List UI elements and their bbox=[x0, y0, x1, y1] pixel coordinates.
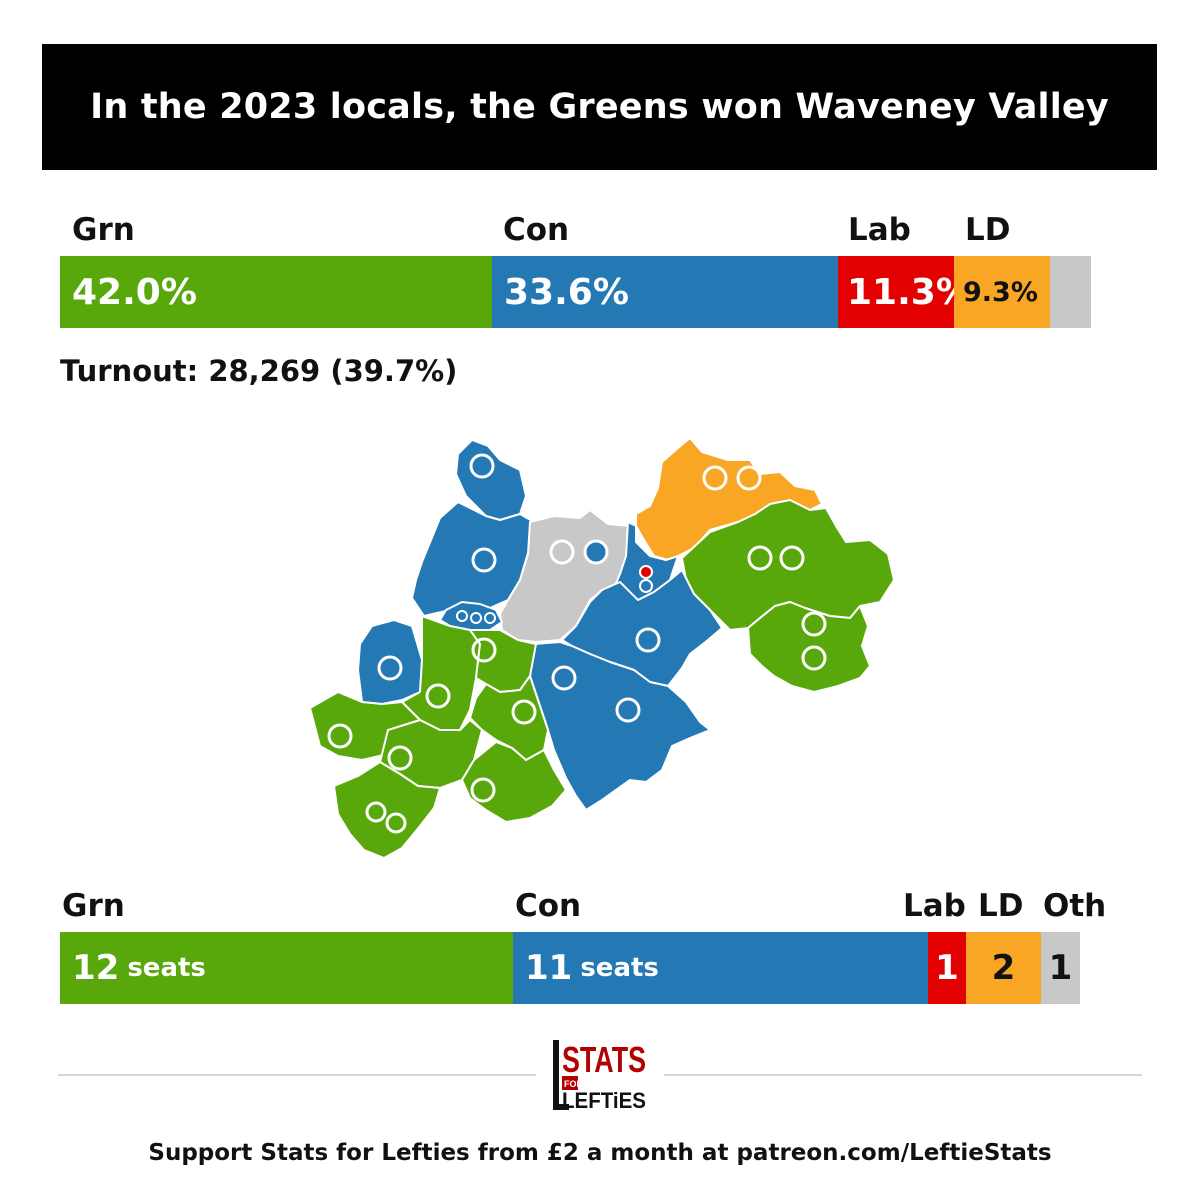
seat-circle bbox=[365, 801, 387, 823]
vote-label-grn: Grn bbox=[72, 212, 135, 248]
vote-label-ld: LD bbox=[965, 212, 1011, 248]
seat-circle-small bbox=[470, 612, 482, 624]
seat-value-grn: 12 bbox=[72, 948, 120, 988]
title-banner: In the 2023 locals, the Greens won Waven… bbox=[42, 44, 1157, 170]
vote-value-con: 33.6% bbox=[504, 271, 629, 313]
vote-value-lab: 11.3% bbox=[847, 271, 972, 313]
seats-party-labels: Grn Con Lab LD Oth bbox=[60, 888, 1106, 932]
ward-grn-s2 bbox=[333, 761, 441, 859]
seat-circle bbox=[471, 547, 497, 573]
stats-for-lefties-logo: STATS FOR LEFTiES bbox=[553, 1039, 646, 1112]
seat-circle bbox=[779, 545, 805, 571]
vote-segment-oth bbox=[1050, 256, 1091, 328]
logo-for-text: FOR bbox=[564, 1079, 583, 1089]
vote-share-bar: 42.0% 33.6% 11.3% 9.3% bbox=[60, 256, 1091, 328]
seat-circle-small bbox=[456, 610, 468, 622]
ward-grn-east bbox=[681, 499, 895, 631]
seat-label-con: Con bbox=[515, 888, 582, 924]
seat-circle bbox=[549, 539, 575, 565]
ward-con-west bbox=[357, 619, 423, 705]
seat-label-ld: LD bbox=[978, 888, 1024, 924]
seat-circle bbox=[377, 655, 403, 681]
seat-circle bbox=[801, 611, 827, 637]
vote-share-chart: Grn Con Lab LD 42.0% 33.6% 11.3% 9.3% bbox=[60, 212, 1091, 328]
seat-circle bbox=[387, 745, 413, 771]
seat-segment-ld: 2 bbox=[966, 932, 1041, 1004]
seat-value-oth: 1 bbox=[1048, 948, 1073, 988]
vote-share-party-labels: Grn Con Lab LD bbox=[60, 212, 1091, 256]
vote-value-grn: 42.0% bbox=[72, 271, 197, 313]
vote-segment-lab: 11.3% bbox=[838, 256, 972, 328]
seat-circle bbox=[747, 545, 773, 571]
seat-unit-grn: seats bbox=[127, 953, 206, 983]
seat-circle bbox=[385, 812, 407, 834]
seat-segment-lab: 1 bbox=[928, 932, 966, 1004]
vote-label-lab: Lab bbox=[848, 212, 911, 248]
ward-con-south bbox=[529, 641, 711, 811]
seat-circle bbox=[327, 723, 353, 749]
seat-label-oth: Oth bbox=[1043, 888, 1107, 924]
seat-label-grn: Grn bbox=[62, 888, 125, 924]
seats-bar: 12 seats 11 seats 1 2 1 bbox=[60, 932, 1080, 1004]
page-title: In the 2023 locals, the Greens won Waven… bbox=[90, 87, 1109, 127]
footer-divider-left bbox=[58, 1074, 536, 1076]
seat-circle bbox=[801, 645, 827, 671]
seat-circle bbox=[736, 465, 762, 491]
seat-segment-grn: 12 seats bbox=[60, 932, 513, 1004]
seat-circle-lab bbox=[639, 565, 653, 579]
seat-circle bbox=[551, 665, 577, 691]
vote-segment-grn: 42.0% bbox=[60, 256, 492, 328]
seat-circle bbox=[425, 683, 451, 709]
seat-circle bbox=[635, 627, 661, 653]
seat-segment-oth: 1 bbox=[1041, 932, 1080, 1004]
support-footer-text: Support Stats for Lefties from £2 a mont… bbox=[148, 1140, 1052, 1166]
logo-stats-text: STATS bbox=[562, 1039, 646, 1080]
seats-chart: Grn Con Lab LD Oth 12 seats 11 seats 1 2… bbox=[60, 888, 1106, 1004]
seat-circle bbox=[469, 453, 495, 479]
vote-value-ld: 9.3% bbox=[963, 276, 1038, 308]
seat-circle bbox=[511, 699, 537, 725]
seat-label-lab: Lab bbox=[903, 888, 966, 924]
ward-grn-s1 bbox=[461, 741, 567, 823]
ward-map bbox=[309, 437, 895, 859]
seat-circle bbox=[615, 697, 641, 723]
seat-segment-con: 11 seats bbox=[513, 932, 928, 1004]
seat-value-con: 11 bbox=[525, 948, 573, 988]
logo-lefties-text: LEFTiES bbox=[562, 1088, 646, 1112]
seat-value-lab: 1 bbox=[935, 948, 959, 988]
seat-circle bbox=[471, 637, 497, 663]
footer-divider-right bbox=[664, 1074, 1142, 1076]
vote-segment-ld: 9.3% bbox=[954, 256, 1050, 328]
seat-circle-small bbox=[484, 612, 496, 624]
seat-circle-con-on-oth bbox=[583, 539, 609, 565]
seat-circle bbox=[702, 465, 728, 491]
seat-unit-con: seats bbox=[580, 953, 659, 983]
seat-value-ld: 2 bbox=[991, 948, 1016, 988]
vote-segment-con: 33.6% bbox=[492, 256, 838, 328]
turnout-text: Turnout: 28,269 (39.7%) bbox=[60, 354, 458, 388]
seat-circle bbox=[470, 777, 496, 803]
vote-label-con: Con bbox=[503, 212, 570, 248]
seat-circle-small bbox=[639, 579, 653, 593]
